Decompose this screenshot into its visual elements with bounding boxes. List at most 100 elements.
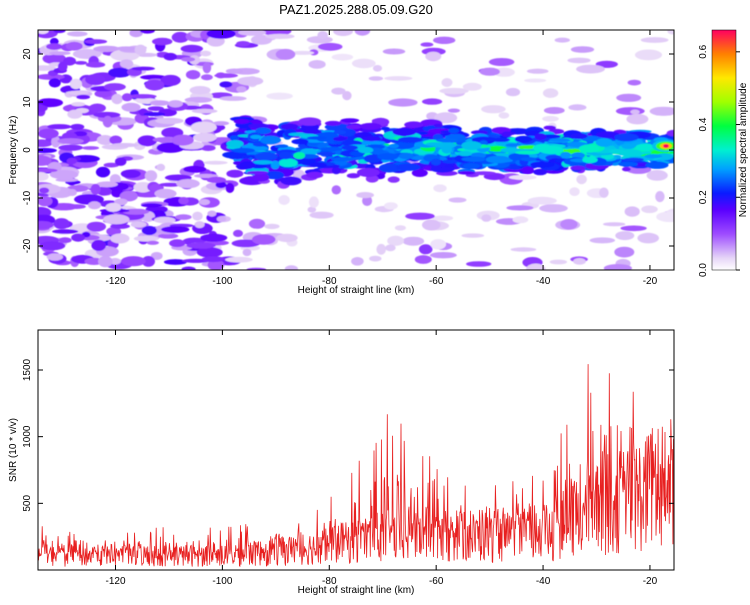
spectrogram-band-cell	[595, 131, 620, 139]
spectrogram-noise-cell	[53, 218, 70, 230]
colorbar: 0.0 0.2 0.4 0.6 Normalized spectral amplitu…	[698, 29, 749, 277]
spectrogram-band-cell	[300, 148, 319, 156]
spectrogram-noise-cell	[219, 81, 233, 88]
y-tick-label: 1000	[22, 425, 33, 448]
spectrogram-band-cell	[595, 138, 613, 147]
spectrogram-noise-cell	[308, 196, 319, 208]
spectrogram-noise-cell	[200, 50, 212, 57]
spectrogram-band-cell	[302, 129, 322, 135]
spectrogram-y-ticks: -20 -10 0 10 20	[22, 48, 674, 253]
spectrogram-noise-cell	[447, 108, 460, 113]
spectrogram-noise-cell	[96, 181, 118, 188]
spectrogram-noise-cell	[144, 79, 165, 91]
spectrogram-noise-cell	[356, 192, 374, 199]
x-tick-label: -60	[429, 576, 444, 587]
spectrogram-noise-cell	[84, 39, 108, 44]
spectrogram-noise-cell	[432, 215, 454, 221]
spectrogram-noise-cell	[110, 143, 139, 148]
spectrogram-band-cell	[278, 158, 298, 168]
spectrogram-noise-cell	[137, 135, 157, 147]
spectrogram-noise-cell	[200, 145, 216, 151]
spectrogram-band-cell	[222, 151, 247, 159]
x-tick-label: -20	[643, 276, 658, 287]
spectrogram-noise-cell	[67, 109, 83, 119]
spectrogram-band-cell	[356, 168, 380, 177]
spectrogram-noise-cell	[153, 216, 176, 224]
spectrogram-noise-cell	[576, 174, 587, 185]
spectrogram-noise-cell	[152, 137, 173, 142]
spectrogram-noise-cell	[656, 211, 674, 223]
spectrogram-noise-cell	[53, 30, 66, 34]
spectrogram-noise-cell	[441, 78, 453, 87]
spectrogram-noise-cell	[573, 258, 586, 265]
spectrogram-noise-cell	[159, 182, 182, 187]
spectrogram-noise-cell	[110, 233, 130, 244]
spectrogram-noise-cell	[175, 214, 192, 220]
colorbar-label: Normalized spectral amplitude	[738, 82, 749, 217]
spectrogram-noise-cell	[191, 108, 218, 114]
x-tick-label: -100	[212, 576, 232, 587]
spectrogram-noise-cell	[192, 211, 203, 221]
spectrogram-noise-cell	[246, 267, 267, 270]
spectrogram-noise-cell	[38, 172, 49, 181]
spectrogram-band-cell	[441, 145, 453, 154]
spectrogram-noise-cell	[615, 107, 645, 116]
spectrogram-noise-cell	[214, 73, 238, 78]
spectrogram-heatmap	[38, 30, 674, 270]
x-tick-label: -120	[105, 276, 125, 287]
spectrogram-noise-cell	[206, 176, 226, 183]
spectrogram-noise-cell	[102, 115, 113, 128]
spectrogram-noise-cell	[376, 243, 387, 255]
spectrogram-band-cell	[291, 138, 309, 145]
snr-y-ticks: 500 1000 1500	[22, 358, 674, 512]
spectrogram-noise-cell	[466, 261, 492, 267]
spectrogram-noise-cell	[422, 219, 441, 231]
spectrogram-noise-cell	[185, 70, 201, 80]
x-tick-label: -40	[536, 576, 551, 587]
spectrogram-noise-cell	[212, 121, 230, 126]
spectrogram-band-cell	[461, 141, 482, 150]
colorbar-tick-label: 0.4	[698, 117, 709, 131]
spectrogram-noise-cell	[154, 188, 177, 199]
spectrogram-noise-cell	[560, 219, 578, 230]
spectrogram-noise-cell	[95, 166, 111, 178]
spectrogram-noise-cell	[394, 225, 406, 231]
spectrogram-noise-cell	[615, 231, 635, 241]
spectrogram-band-cell	[279, 151, 293, 160]
spectrogram-noise-cell	[90, 183, 101, 195]
spectrogram-noise-cell	[133, 182, 153, 193]
spectrogram-noise-cell	[385, 244, 396, 252]
spectrogram-noise-cell	[193, 132, 217, 143]
spectrogram-noise-cell	[81, 146, 100, 150]
spectrogram-noise-cell	[91, 239, 106, 251]
spectrogram-noise-cell	[526, 263, 546, 270]
spectrogram-band-cell	[404, 121, 424, 128]
spectrogram-noise-cell	[130, 221, 147, 228]
spectrogram-noise-cell	[194, 173, 219, 178]
spectrogram-band-cell	[462, 162, 481, 169]
spectrogram-band-cell	[252, 160, 274, 165]
spectrogram-band-cell	[280, 123, 299, 130]
spectrogram-band-cell	[433, 123, 443, 128]
spectrogram-band-cell	[514, 150, 540, 155]
spectrogram-band-cell	[448, 127, 460, 134]
spectrogram-noise-cell	[317, 42, 343, 51]
spectrogram-band-cell	[514, 135, 533, 143]
spectrogram-band-cell	[248, 123, 270, 129]
spectrogram-noise-cell	[434, 112, 458, 124]
spectrogram-noise-cell	[524, 78, 547, 83]
colorbar-gradient	[712, 30, 736, 270]
spectrogram-noise-cell	[655, 191, 665, 203]
spectrogram-noise-cell	[88, 103, 106, 113]
spectrogram-noise-cell	[387, 235, 404, 246]
snr-x-label: Height of straight line (km)	[298, 585, 415, 596]
spectrogram-noise-cell	[526, 68, 549, 74]
spectrogram-noise-cell	[85, 74, 106, 86]
spectrogram-noise-cell	[616, 93, 642, 102]
spectrogram-noise-cell	[106, 226, 122, 236]
spectrogram-band-cell	[298, 117, 322, 126]
x-tick-label: -100	[212, 276, 232, 287]
spectrogram-noise-cell	[186, 242, 216, 249]
spectrogram-noise-cell	[38, 155, 52, 166]
spectrogram-noise-cell	[614, 246, 635, 258]
